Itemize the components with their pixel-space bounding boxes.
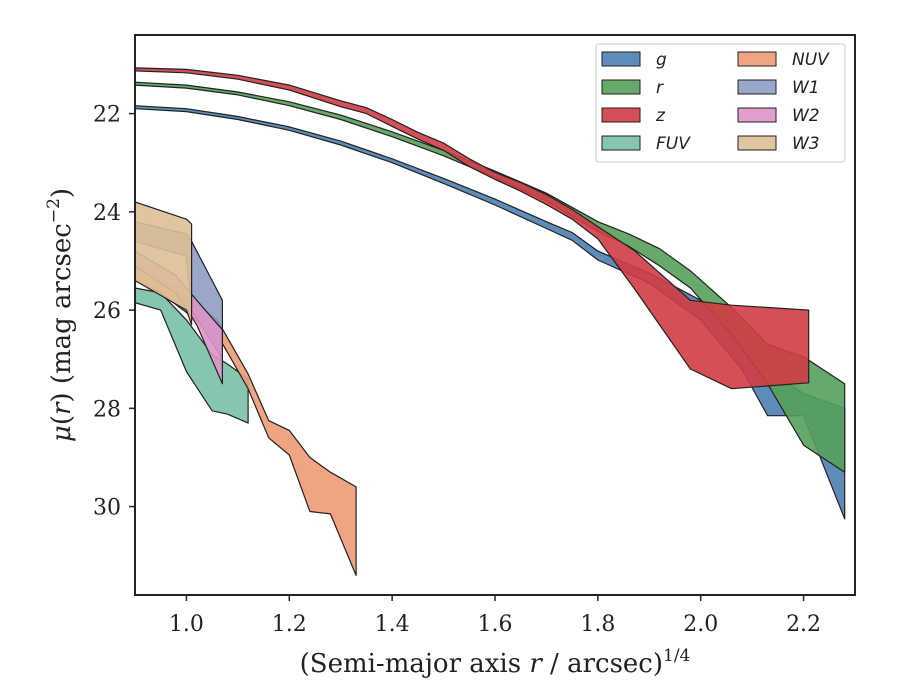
legend-label-W1: W1 — [792, 78, 820, 98]
y-tick-label: 30 — [93, 496, 121, 521]
band-W3 — [135, 201, 193, 326]
legend-label-W2: W2 — [792, 106, 820, 126]
x-axis-title: (Semi-major axis r / arcsec)1/4 — [300, 646, 691, 679]
x-axis: 1.0 1.2 1.4 1.6 1.8 2.0 2.2 — [169, 595, 821, 637]
legend-swatch-z — [601, 107, 641, 123]
legend-box — [595, 43, 846, 163]
y-tick-label: 28 — [93, 397, 121, 422]
legend-label-NUV: NUV — [792, 50, 830, 70]
x-tick-label: 2.0 — [683, 612, 718, 637]
band-z — [135, 67, 810, 390]
legend: grz FUV NUV W1 W2 W3 — [595, 43, 846, 163]
legend-swatch-g — [601, 51, 641, 67]
x-tick-label: 2.2 — [786, 612, 821, 637]
y-tick-label: 22 — [93, 103, 121, 128]
legend-label-W3: W3 — [792, 134, 820, 154]
x-tick-label: 1.8 — [580, 612, 615, 637]
legend-swatch-FUV — [601, 135, 641, 151]
legend-label-FUV: FUV — [656, 134, 691, 154]
data-bands — [135, 67, 846, 577]
band-r — [135, 81, 846, 473]
x-tick-label: 1.2 — [272, 612, 307, 637]
y-tick-label: 24 — [93, 201, 121, 226]
legend-swatch-W3 — [737, 135, 777, 151]
y-tick-label: 26 — [93, 299, 121, 324]
x-tick-label: 1.6 — [478, 612, 513, 637]
y-axis: 22 24 26 28 30 — [93, 103, 135, 521]
legend-swatch-W1 — [737, 79, 777, 95]
y-axis-title: μ(r) (mag arcsec−2) — [44, 188, 77, 442]
legend-label-g: g — [656, 50, 667, 70]
legend-swatch-W2 — [737, 107, 777, 123]
x-tick-label: 1.0 — [169, 612, 204, 637]
legend-swatch-NUV — [737, 51, 777, 67]
band-FUV — [135, 287, 249, 424]
legend-label-r: r — [656, 78, 664, 98]
x-tick-label: 1.4 — [375, 612, 410, 637]
legend-label-z: z — [655, 106, 666, 126]
legend-swatch-r — [601, 79, 641, 95]
